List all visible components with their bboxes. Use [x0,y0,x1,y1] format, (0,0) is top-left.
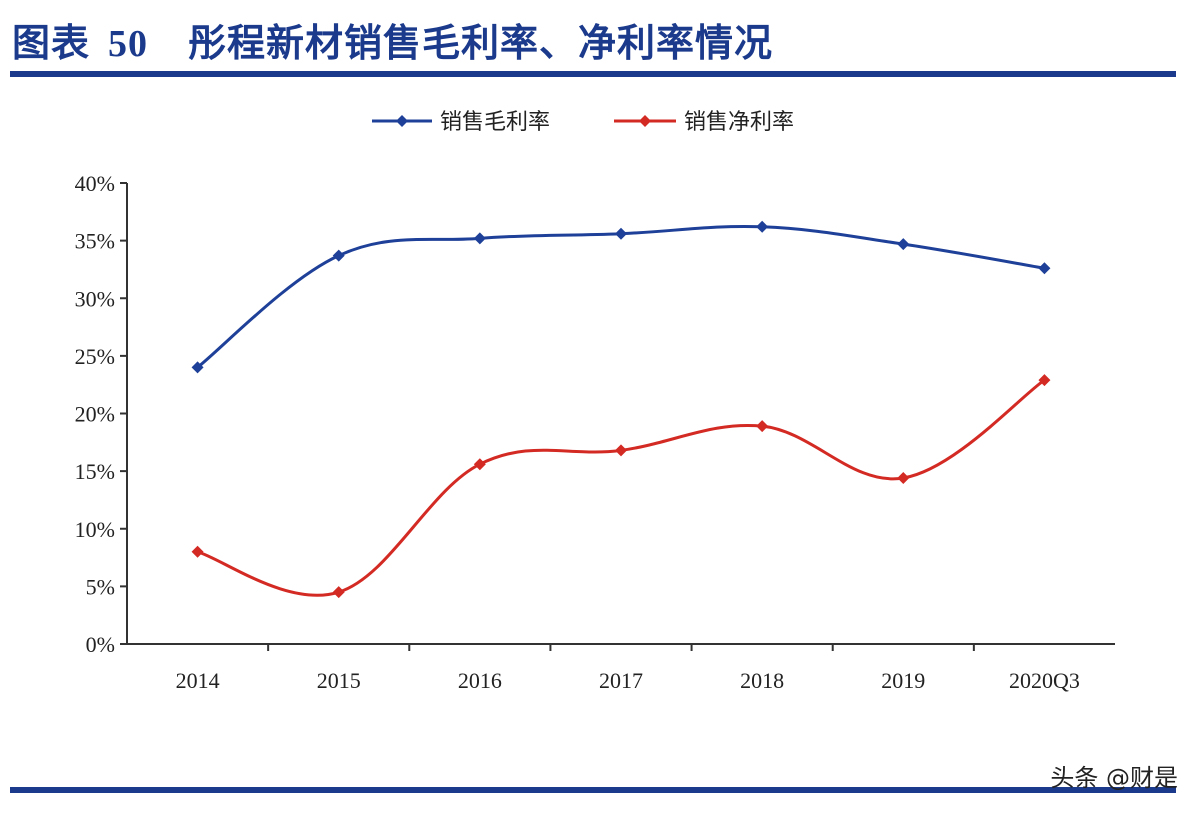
y-tick-label: 20% [75,402,115,427]
figure-number: 50 [108,23,149,65]
y-tick-label: 30% [75,286,115,311]
y-tick-label: 5% [86,574,115,599]
data-point [615,227,627,240]
legend-marker-0 [396,115,408,127]
x-tick-label: 2015 [317,668,361,693]
x-tick-label: 2016 [458,668,502,693]
data-point [897,238,910,251]
figure-title-text: 彤程新材销售毛利率、净利率情况 [188,21,774,65]
series-line-1 [197,378,1046,597]
data-point [332,249,345,262]
data-point [191,361,204,374]
x-tick-label: 2014 [176,668,220,693]
data-point [756,220,769,233]
y-tick-label: 15% [75,459,115,484]
data-point [1038,374,1051,387]
legend: 销售毛利率 销售净利率 [372,110,794,135]
figure-title: 图表 50 彤程新材销售毛利率、净利率情况 [12,12,773,67]
x-tick-label: 2018 [740,668,784,693]
data-point [756,420,769,433]
data-point [473,232,486,245]
x-tick-labels: 2014 2015 2016 2017 2018 2019 2020Q3 [176,668,1080,693]
data-point [615,444,627,457]
chart-axes [120,182,1115,651]
series-points [191,220,1051,599]
y-tick-label: 0% [86,632,115,657]
y-tick-label: 35% [75,229,115,254]
figure-label: 图表 [12,21,91,65]
data-point [332,586,345,599]
x-tick-label: 2019 [881,668,925,693]
y-tick-label: 40% [75,171,115,196]
y-tick-label: 10% [75,517,115,542]
top-divider [10,71,1176,77]
y-tick-label: 25% [75,344,115,369]
legend-label-0: 销售毛利率 [440,110,550,135]
data-point [897,472,910,485]
legend-marker-1 [639,115,651,127]
bottom-divider [10,787,1176,793]
legend-label-1: 销售净利率 [684,110,794,135]
x-tick-label: 2020Q3 [1009,668,1080,693]
y-tick-labels: 0% 5% 10% 15% 20% 25% 30% 35% 40% [75,171,115,657]
data-point [473,458,486,471]
data-point [1038,262,1051,275]
series-line-0 [196,224,1045,369]
data-point [191,545,204,558]
series-lines [196,224,1046,597]
watermark: 头条 @财是 [1050,764,1178,792]
x-tick-label: 2017 [599,668,643,693]
